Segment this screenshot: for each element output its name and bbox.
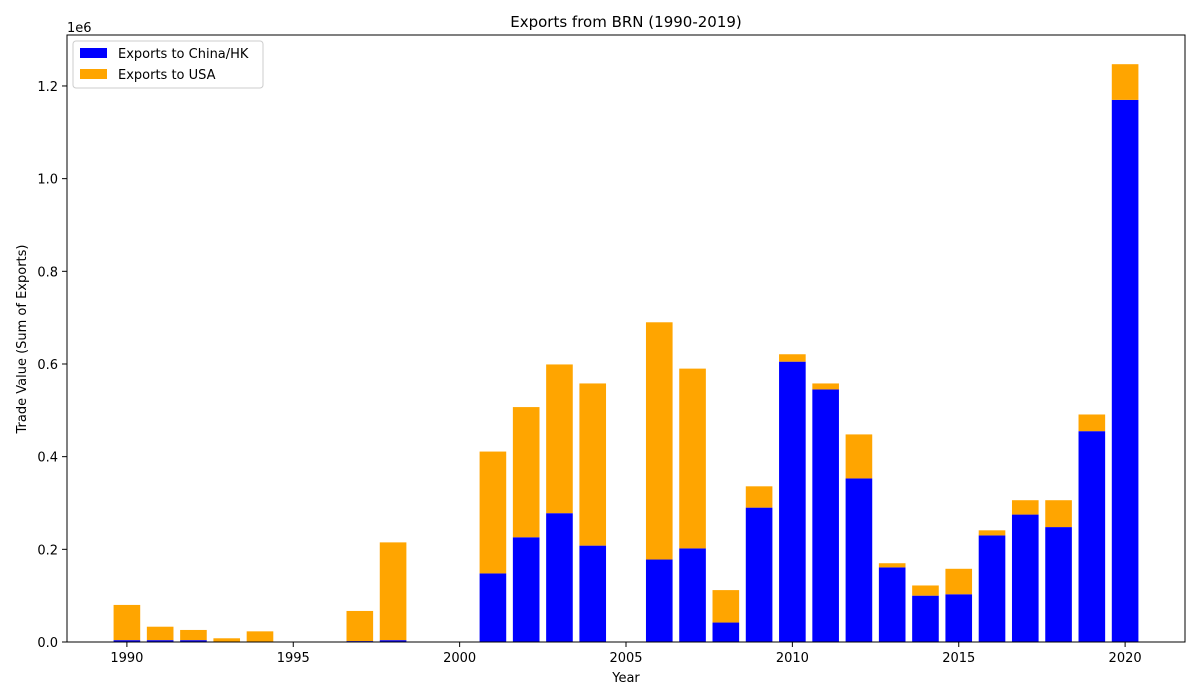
legend-swatch <box>80 48 107 58</box>
bar-usa <box>745 486 773 508</box>
x-tick-label: 2015 <box>942 651 975 666</box>
bar-china-hk <box>180 640 207 642</box>
legend-label: Exports to USA <box>118 68 216 83</box>
bar-usa <box>1011 500 1039 515</box>
y-tick-label: 0.6 <box>37 358 58 373</box>
bar-china-hk <box>512 537 540 642</box>
x-tick-label: 2020 <box>1109 651 1142 666</box>
bar-usa <box>845 434 873 479</box>
y-axis-label: Trade Value (Sum of Exports) <box>15 245 30 435</box>
bar-china-hk <box>912 595 939 642</box>
bar-usa <box>978 530 1006 536</box>
bar-usa <box>113 604 141 641</box>
bar-china-hk <box>1045 527 1072 642</box>
y-tick-label: 0.8 <box>37 265 58 280</box>
bar-usa <box>246 631 274 642</box>
bar-china-hk <box>812 389 839 642</box>
bar-china-hk <box>146 640 174 642</box>
y-tick-label: 0.2 <box>37 543 58 558</box>
x-tick-label: 2005 <box>609 651 642 666</box>
y-tick-label: 1.2 <box>37 80 58 95</box>
y-tick-label: 0.4 <box>37 451 58 466</box>
legend-swatch <box>80 69 107 79</box>
bar-usa <box>479 451 507 574</box>
bar-china-hk <box>113 640 141 642</box>
x-ticks: 1990 1995 2000 2005 2010 2015 2020 <box>110 642 1142 666</box>
y-tick-label: 1.0 <box>37 173 58 188</box>
bar-china-hk <box>712 622 740 642</box>
bar-china-hk <box>845 478 873 642</box>
bar-usa <box>878 563 906 568</box>
x-tick-label: 1995 <box>277 651 310 666</box>
bar-china-hk <box>379 640 407 642</box>
bar-china-hk <box>579 545 607 642</box>
bar-china-hk <box>1011 514 1039 642</box>
bar-usa <box>812 383 839 390</box>
x-tick-label: 2010 <box>776 651 809 666</box>
bar-usa <box>1045 500 1072 528</box>
y-offset-label: 1e6 <box>67 21 92 36</box>
bar-usa <box>579 383 607 546</box>
bar-usa <box>346 610 374 642</box>
bar-china-hk <box>779 361 806 642</box>
bar-usa <box>379 542 407 641</box>
bar-china-hk <box>745 507 773 642</box>
bar-china-hk <box>679 548 706 642</box>
bar-china-hk <box>1111 99 1139 642</box>
bar-usa <box>945 568 973 595</box>
bar-usa <box>1111 64 1139 100</box>
x-tick-label: 1990 <box>110 651 143 666</box>
bar-china-hk <box>645 559 673 642</box>
bar-china-hk <box>1078 431 1106 642</box>
y-tick-label: 0.0 <box>37 636 58 651</box>
bar-usa <box>213 638 241 642</box>
bar-usa <box>146 626 174 641</box>
bar-china-hk <box>978 535 1006 642</box>
legend-box <box>72 40 264 89</box>
bar-usa <box>546 364 573 514</box>
bar-usa <box>912 585 939 596</box>
plot-frame <box>66 34 1186 643</box>
bar-usa <box>679 368 706 549</box>
bar-usa <box>712 590 740 623</box>
bar-usa <box>779 354 806 362</box>
bar-usa <box>512 407 540 538</box>
bar-usa <box>1078 414 1106 432</box>
chart-title: Exports from BRN (1990-2019) <box>510 13 742 31</box>
y-ticks: 0.0 0.2 0.4 0.6 0.8 1.0 1.2 <box>37 80 67 651</box>
legend: Exports to China/HK Exports to USA <box>72 40 264 89</box>
bar-usa <box>180 629 207 641</box>
bar-usa <box>645 322 673 560</box>
legend-label: Exports to China/HK <box>118 47 249 62</box>
bar-china-hk <box>878 567 906 642</box>
bars-layer <box>113 64 1139 642</box>
bar-china-hk <box>479 573 507 642</box>
bar-china-hk <box>546 513 573 642</box>
x-tick-label: 2000 <box>443 651 476 666</box>
x-axis-label: Year <box>611 671 640 686</box>
bar-china-hk <box>945 594 973 642</box>
